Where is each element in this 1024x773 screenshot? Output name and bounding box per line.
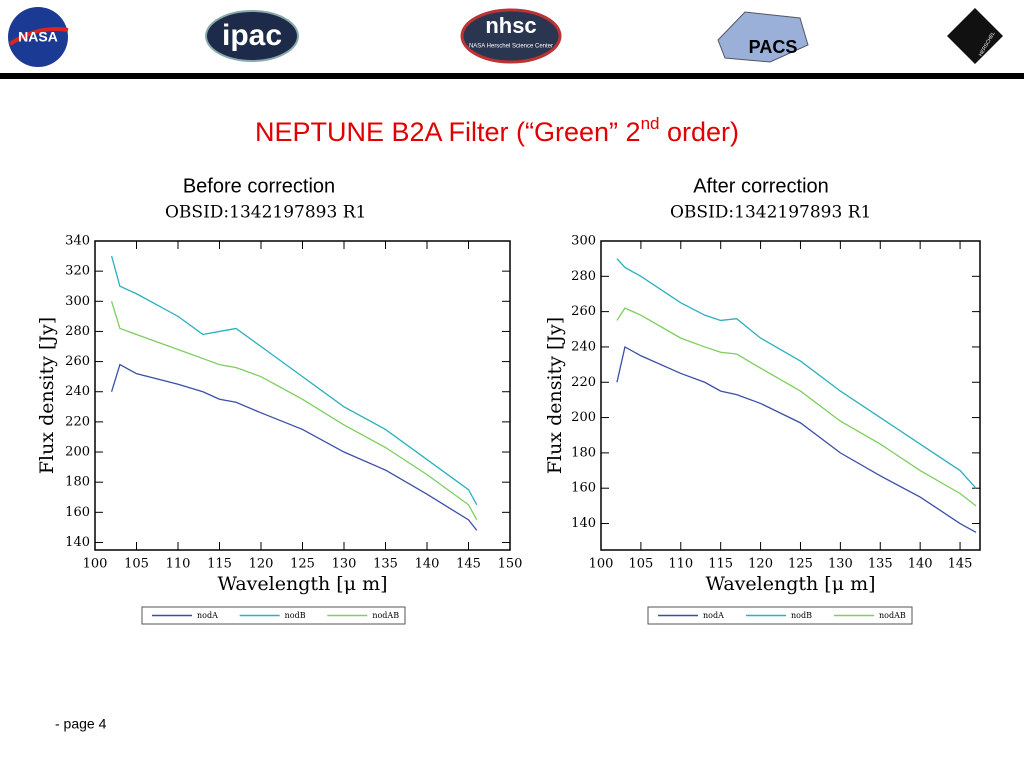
chart-title: OBSID:1342197893 R1: [165, 203, 366, 223]
y-tick-label: 160: [571, 481, 596, 496]
series-line: [616, 307, 977, 507]
y-tick-label: 300: [65, 294, 90, 309]
x-tick-label: 115: [708, 557, 733, 572]
y-tick-label: 300: [571, 234, 596, 249]
legend-label: nodB: [791, 611, 812, 620]
x-tick-label: 130: [332, 557, 357, 572]
series-line: [110, 255, 478, 506]
ipac-logo: [205, 10, 299, 62]
nhsc-logo: [460, 8, 562, 64]
title-superscript: nd: [641, 114, 660, 133]
x-axis-label: Wavelength [μ m]: [705, 573, 875, 595]
x-tick-label: 110: [166, 557, 191, 572]
series-line: [110, 363, 478, 531]
nhsc-subtext: NASA Herschel Science Center: [469, 44, 553, 50]
x-tick-label: 135: [868, 557, 893, 572]
x-tick-label: 135: [373, 557, 398, 572]
x-tick-label: 125: [290, 557, 315, 572]
footer: - page 4: [55, 716, 107, 732]
legend-label: nodA: [197, 611, 218, 620]
y-tick-label: 320: [65, 264, 90, 279]
y-tick-label: 260: [571, 304, 596, 319]
series-line: [616, 345, 977, 533]
x-tick-label: 125: [788, 557, 813, 572]
nasa-logo: [8, 7, 68, 67]
y-tick-label: 260: [65, 354, 90, 369]
y-tick-label: 200: [65, 445, 90, 460]
series-line: [616, 258, 977, 489]
x-tick-label: 145: [948, 557, 973, 572]
y-tick-label: 140: [65, 535, 90, 550]
x-tick-label: 110: [668, 557, 693, 572]
y-tick-label: 220: [65, 414, 90, 429]
legend-label: nodAB: [372, 611, 399, 620]
x-tick-label: 105: [628, 557, 653, 572]
x-tick-label: 130: [828, 557, 853, 572]
x-tick-label: 140: [415, 557, 440, 572]
caption: Before correction: [183, 175, 335, 197]
nasa-text: NASA: [18, 29, 58, 45]
herschel-logo: [947, 8, 1003, 64]
y-tick-label: 140: [571, 516, 596, 531]
x-tick-label: 115: [207, 557, 232, 572]
y-tick-label: 160: [65, 505, 90, 520]
pacs-logo: [717, 11, 809, 63]
title-part: order): [659, 117, 739, 147]
y-tick-label: 240: [65, 384, 90, 399]
y-axis-label: Flux density [Jy]: [544, 317, 566, 474]
y-tick-label: 220: [571, 375, 596, 390]
legend-label: nodA: [703, 611, 724, 620]
chart: OBSID:1342197893 R1 100 105 110 115 120 125 130…: [544, 203, 981, 595]
y-tick-label: 340: [65, 234, 90, 249]
plot-frame: [600, 240, 981, 551]
caption: After correction: [693, 175, 829, 197]
plot-frame: [94, 240, 511, 551]
y-axis-label: Flux density [Jy]: [36, 317, 58, 474]
x-tick-label: 120: [748, 557, 773, 572]
x-axis-label: Wavelength [μ m]: [217, 573, 387, 595]
chart: OBSID:1342197893 R1 100 105 110 115 120 125 130…: [36, 203, 522, 596]
y-tick-label: 200: [571, 410, 596, 425]
y-tick-label: 240: [571, 339, 596, 354]
legend-label: nodB: [285, 611, 306, 620]
y-tick-label: 280: [65, 324, 90, 339]
nhsc-text: nhsc: [485, 13, 536, 38]
nasa-swoosh: [8, 27, 69, 46]
y-tick-label: 180: [571, 445, 596, 460]
pacs-text: PACS: [749, 37, 798, 57]
x-tick-label: 120: [249, 557, 274, 572]
x-tick-label: 145: [456, 557, 481, 572]
slide-title: NEPTUNE B2A Filter (“Green” 2nd order): [255, 114, 739, 147]
x-tick-label: 100: [589, 557, 614, 572]
x-tick-label: 140: [908, 557, 933, 572]
title-part: NEPTUNE B2A Filter (“Green” 2: [255, 117, 641, 147]
x-tick-label: 105: [124, 557, 149, 572]
header-rule: [0, 73, 1024, 79]
legend-label: nodAB: [879, 611, 906, 620]
chart-title: OBSID:1342197893 R1: [670, 203, 871, 223]
y-tick-label: 280: [571, 269, 596, 284]
x-tick-label: 150: [498, 557, 523, 572]
y-tick-label: 180: [65, 475, 90, 490]
series-line: [110, 301, 478, 521]
ipac-text: ipac: [222, 19, 282, 52]
x-tick-label: 100: [83, 557, 108, 572]
